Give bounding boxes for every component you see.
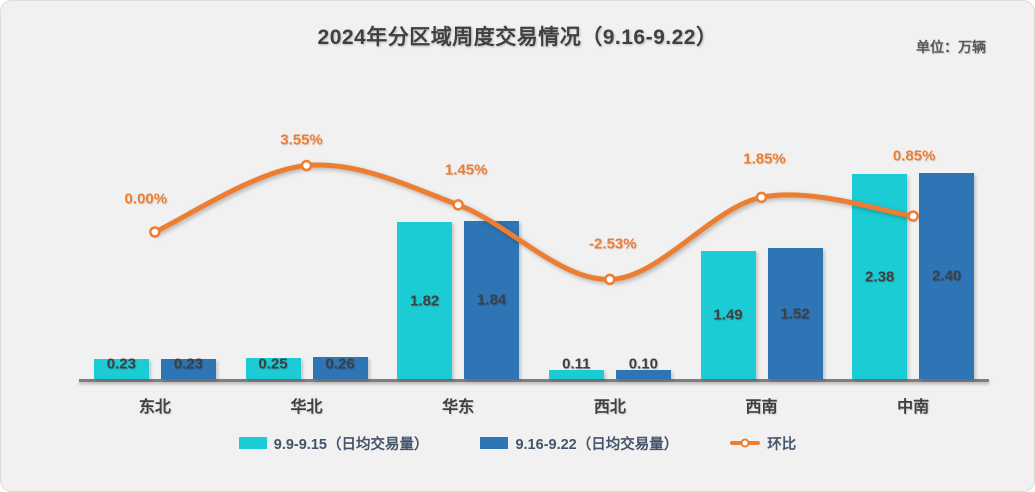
ratio-point-marker-1	[300, 159, 313, 172]
bar-value-label: 2.38	[865, 268, 895, 286]
bar-week2-0	[160, 359, 216, 379]
legend-swatch-week2-icon	[480, 437, 509, 449]
category-label-4: 西南	[745, 399, 778, 416]
bar-value-label: 1.82	[410, 292, 440, 310]
ratio-point-marker-3	[604, 273, 616, 286]
ratio-value-label-4: 1.85%	[743, 150, 786, 168]
bar-value-label: 0.11	[562, 355, 591, 373]
bar-week1-1	[245, 357, 301, 379]
category-label-3: 西北	[593, 399, 626, 416]
category-label-0: 东北	[138, 399, 171, 416]
legend-swatch-week1-icon	[238, 437, 267, 449]
legend-item-ratio: 环比	[730, 433, 796, 454]
bar-value-label: 0.23	[173, 355, 203, 373]
category-label-2: 华东	[442, 399, 475, 416]
bar-week1-0	[93, 359, 149, 379]
legend-item-week1: 9.9-9.15（日均交易量）	[238, 433, 429, 454]
ratio-value-label-5: 0.85%	[892, 147, 936, 165]
bar-week1-3	[548, 369, 604, 379]
bar-value-label: 0.26	[325, 355, 355, 373]
legend-label-week1: 9.9-9.15（日均交易量）	[273, 436, 429, 453]
legend-label-week2: 9.16-9.22（日均交易量）	[515, 436, 679, 453]
chart-title: 2024年分区域周度交易情况（9.16-9.22）	[317, 26, 718, 49]
category-label-1: 华北	[290, 399, 323, 416]
bar-value-label: 2.40	[932, 267, 962, 285]
bar-value-label: 1.52	[780, 305, 810, 323]
ratio-point-marker-4	[755, 191, 768, 204]
legend-line-dot-icon	[740, 438, 750, 448]
bar-value-label: 1.49	[713, 306, 743, 324]
ratio-value-label-0: 0.00%	[124, 190, 168, 208]
ratio-value-label-1: 3.55%	[280, 131, 323, 148]
bar-value-label: 0.23	[106, 355, 136, 373]
bar-value-label: 1.84	[477, 291, 507, 309]
category-label-5: 中南	[897, 399, 930, 416]
bar-value-label: 0.10	[628, 355, 658, 373]
ratio-point-marker-2	[452, 199, 464, 211]
unit-label: 单位：万辆	[916, 39, 986, 55]
ratio-value-label-2: 1.45%	[444, 161, 488, 179]
bar-value-label: 0.25	[258, 355, 288, 373]
bar-week2-3	[615, 370, 671, 379]
legend: 9.9-9.15（日均交易量） 9.16-9.22（日均交易量） 环比	[1, 429, 1034, 457]
legend-item-week2: 9.16-9.22（日均交易量）	[480, 433, 678, 454]
ratio-point-marker-5	[907, 210, 919, 222]
bar-week2-1	[312, 356, 368, 379]
ratio-point-marker-0	[149, 226, 161, 238]
ratio-value-label-3: -2.53%	[589, 235, 637, 253]
legend-line-marker-icon	[730, 438, 761, 448]
x-axis-line	[79, 379, 989, 382]
bar-week2-5	[919, 172, 975, 379]
legend-label-ratio: 环比	[767, 436, 797, 453]
